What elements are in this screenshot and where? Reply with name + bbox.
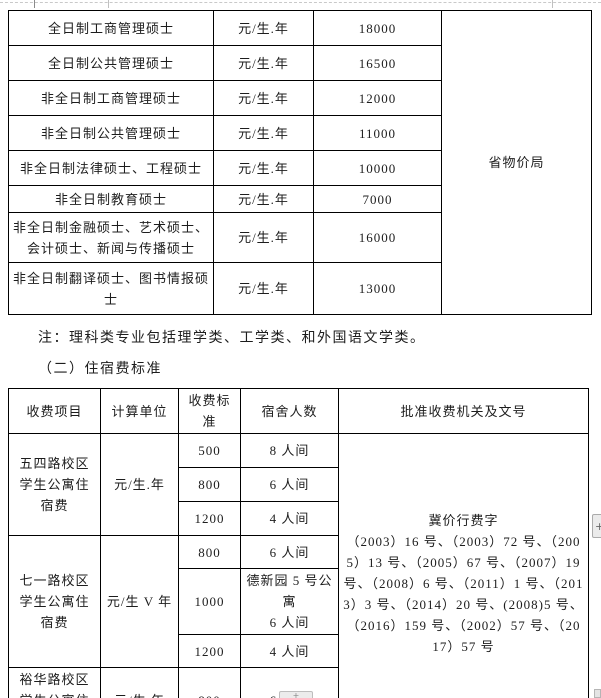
table-row: 七一路校区学生公寓住宿费 元/生 V 年 800 6 人间 xyxy=(8,535,589,668)
column-header-item: 收费项目 xyxy=(8,388,101,434)
program-cell: 非全日制法律硕士、工程硕士 xyxy=(8,150,214,186)
standard-cell: 1200 xyxy=(178,634,241,668)
unit-cell: 元/生.年 xyxy=(213,185,314,213)
unit-cell: 元/生.年 xyxy=(213,10,314,46)
tuition-fee-table: 全日制工商管理硕士 元/生.年 18000 省物价局 全日制公共管理硕士 元/生… xyxy=(8,10,592,315)
standard-cell: 800 xyxy=(178,467,241,502)
capacity-cell: 德新园 5 号公寓 6 人间 xyxy=(240,568,339,635)
column-header-standard: 收费标准 xyxy=(178,388,241,434)
capacity-cell: 6 人间 xyxy=(240,467,339,502)
standard-cell: 1200 xyxy=(178,501,241,536)
table-row: 裕华路校区学生公寓住宿费 元/生.年 800 6 人间 xyxy=(8,667,589,698)
fee-cell: 11000 xyxy=(313,115,442,151)
unit-cell: 元/生.年 xyxy=(213,150,314,186)
program-cell: 非全日制工商管理硕士 xyxy=(8,80,214,116)
program-cell: 非全日制金融硕士、艺术硕士、会计硕士、新闻与传播硕士 xyxy=(8,212,214,263)
unit-cell: 元/生.年 xyxy=(213,212,314,263)
column-header-approval: 批准收费机关及文号 xyxy=(338,388,589,434)
unit-cell: 元/生 V 年 xyxy=(100,535,179,668)
item-cell: 裕华路校区学生公寓住宿费 xyxy=(8,667,101,698)
table-row: 800 6 人间 xyxy=(9,467,589,502)
top-column-tick xyxy=(108,0,109,8)
top-column-tick xyxy=(552,0,553,8)
program-cell: 全日制公共管理硕士 xyxy=(8,45,214,81)
fee-cell: 7000 xyxy=(313,185,442,213)
table-row: 全日制公共管理硕士 元/生.年 16500 xyxy=(8,45,592,81)
unit-cell: 元/生.年 xyxy=(100,667,179,698)
standard-cell: 800 xyxy=(178,667,241,698)
table-row: 1000 德新园 5 号公寓 6 人间 xyxy=(9,568,589,635)
accommodation-fee-table: 收费项目 计算单位 收费标准 宿舍人数 批准收费机关及文号 五四路校区学生公寓住… xyxy=(8,388,589,698)
unit-cell: 元/生.年 xyxy=(213,80,314,116)
table-row: 非全日制翻译硕士、图书情报硕士 元/生.年 13000 xyxy=(8,262,592,315)
capacity-cell: 8 人间 xyxy=(240,433,339,468)
item-cell: 五四路校区学生公寓住宿费 xyxy=(8,433,101,536)
resize-corner-icon[interactable] xyxy=(594,689,601,698)
unit-cell: 元/生.年 xyxy=(100,433,179,536)
item-cell: 七一路校区学生公寓住宿费 xyxy=(8,535,101,668)
standard-cell: 800 xyxy=(178,535,241,569)
fee-cell: 12000 xyxy=(313,80,442,116)
unit-cell: 元/生.年 xyxy=(213,262,314,315)
top-column-tick xyxy=(34,0,35,8)
standard-cell: 500 xyxy=(178,433,241,468)
table-row: 五四路校区学生公寓住宿费 元/生.年 500 8 人间 冀价行费字 （2003）… xyxy=(8,433,589,698)
approval-cell: 冀价行费字 （2003）16 号、（2003）72 号、（2005）13 号、（… xyxy=(338,433,589,698)
approver-cell: 省物价局 xyxy=(441,10,592,315)
table-row: 全日制工商管理硕士 元/生.年 18000 省物价局 xyxy=(8,10,592,315)
program-cell: 非全日制翻译硕士、图书情报硕士 xyxy=(8,262,214,315)
capacity-cell: 4 人间 xyxy=(240,501,339,536)
bottom-scroll-handle[interactable]: + xyxy=(279,691,313,698)
table-row: 非全日制法律硕士、工程硕士 元/生.年 10000 xyxy=(8,150,592,186)
fee-cell: 16500 xyxy=(313,45,442,81)
table-header-row: 收费项目 计算单位 收费标准 宿舍人数 批准收费机关及文号 xyxy=(8,388,589,434)
unit-cell: 元/生.年 xyxy=(213,115,314,151)
side-plus-button[interactable]: + xyxy=(592,514,601,538)
capacity-cell: 6 人间 xyxy=(240,535,339,569)
fee-cell: 13000 xyxy=(313,262,442,315)
unit-cell: 元/生.年 xyxy=(213,45,314,81)
table-row: 非全日制公共管理硕士 元/生.年 11000 xyxy=(8,115,592,151)
table-row: 非全日制工商管理硕士 元/生.年 12000 xyxy=(8,80,592,116)
table-row: 1200 4 人间 xyxy=(9,634,589,668)
column-header-capacity: 宿舍人数 xyxy=(240,388,339,434)
standard-cell: 1000 xyxy=(178,568,241,635)
note-text: 注：理科类专业包括理学类、工学类、和外国语文学类。 xyxy=(38,331,426,346)
page-top-dashed-divider xyxy=(0,2,601,3)
program-cell: 非全日制公共管理硕士 xyxy=(8,115,214,151)
fee-cell: 18000 xyxy=(313,10,442,46)
fee-cell: 16000 xyxy=(313,212,442,263)
program-cell: 非全日制教育硕士 xyxy=(8,185,214,213)
program-cell: 全日制工商管理硕士 xyxy=(8,10,214,46)
fee-cell: 10000 xyxy=(313,150,442,186)
capacity-cell: 4 人间 xyxy=(240,634,339,668)
column-header-unit: 计算单位 xyxy=(100,388,179,434)
table-row: 非全日制金融硕士、艺术硕士、会计硕士、新闻与传播硕士 元/生.年 16000 xyxy=(8,212,592,263)
section-heading: （二）住宿费标准 xyxy=(38,362,162,377)
table-row: 非全日制教育硕士 元/生.年 7000 xyxy=(8,185,592,213)
